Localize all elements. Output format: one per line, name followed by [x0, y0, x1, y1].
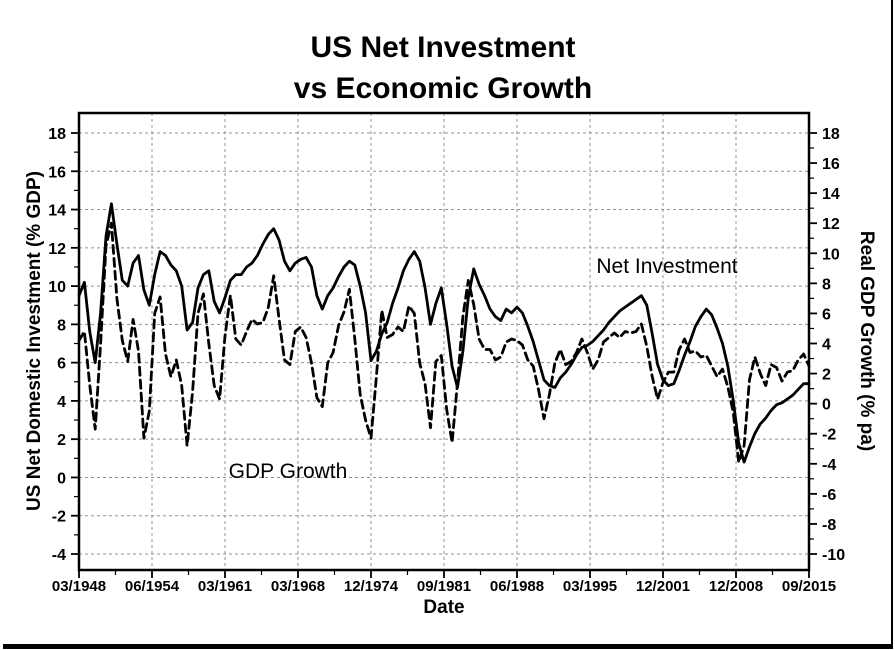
x-axis-title: Date [423, 597, 464, 618]
axis-ticks [71, 132, 817, 578]
x-tick-label: 09/2015 [782, 578, 836, 595]
y-left-tick-label: 14 [48, 203, 66, 220]
x-tick-label: 06/1988 [490, 578, 544, 595]
chart-title-line2: vs Economic Growth [294, 72, 592, 105]
x-tick-label: 12/1974 [344, 578, 399, 595]
y-left-tick-label: -4 [52, 547, 66, 564]
y-left-tick-label: 10 [48, 279, 66, 296]
y-axis-title-left: US Net Domestic Investment (% GDP) [24, 171, 45, 511]
x-tick-label: 03/1948 [52, 578, 106, 595]
y-right-tick-label: 14 [822, 186, 840, 203]
y-right-tick-label: -4 [822, 457, 836, 474]
y-left-tick-label: 4 [57, 394, 66, 411]
gridlines [78, 113, 810, 570]
y-left-tick-label: 2 [57, 432, 66, 449]
y-right-tick-label: 2 [822, 367, 831, 384]
y-left-tick-label: 12 [48, 241, 66, 258]
y-right-tick-label: 0 [822, 397, 831, 414]
x-tick-label: 12/2008 [709, 578, 763, 595]
series-label-gdp-growth: GDP Growth [229, 460, 348, 483]
y-right-tick-label: -10 [822, 547, 845, 564]
y-right-tick-label: 10 [822, 246, 840, 263]
y-right-tick-label: 4 [822, 337, 831, 354]
y-right-tick-label: 16 [822, 156, 840, 173]
y-right-tick-label: 12 [822, 216, 840, 233]
window-edge-right [891, 0, 893, 649]
x-tick-label: 03/1961 [198, 578, 252, 595]
x-tick-label: 03/1968 [271, 578, 325, 595]
chart-title-line1: US Net Investment [310, 31, 575, 64]
y-left-tick-label: -2 [52, 509, 66, 526]
x-tick-label: 12/2001 [636, 578, 690, 595]
x-tick-label: 06/1954 [125, 578, 180, 595]
series-lines [77, 202, 811, 464]
series-label-net-investment: Net Investment [596, 255, 737, 278]
y-left-tick-label: 8 [57, 317, 66, 334]
y-axis-title-right: Real GDP Growth (% pa) [856, 231, 877, 451]
y-left-tick-label: 0 [57, 470, 66, 487]
series-line-dashed [77, 221, 811, 464]
y-left-tick-label: 6 [57, 356, 66, 373]
y-right-tick-label: 18 [822, 126, 840, 143]
x-tick-label: 03/1995 [563, 578, 617, 595]
y-right-tick-label: -8 [822, 517, 836, 534]
x-tick-label: 09/1981 [417, 578, 471, 595]
axis-tick-labels: 03/1948 06/1954 03/1961 03/1968 12/1974 09/19… [48, 126, 845, 595]
window-edge-bottom [3, 644, 891, 649]
y-right-tick-label: 8 [822, 276, 831, 293]
y-left-tick-label: 16 [48, 164, 66, 181]
y-right-tick-label: -6 [822, 487, 836, 504]
y-left-tick-label: 18 [48, 126, 66, 143]
y-right-tick-label: -2 [822, 427, 836, 444]
y-right-tick-label: 6 [822, 306, 831, 323]
